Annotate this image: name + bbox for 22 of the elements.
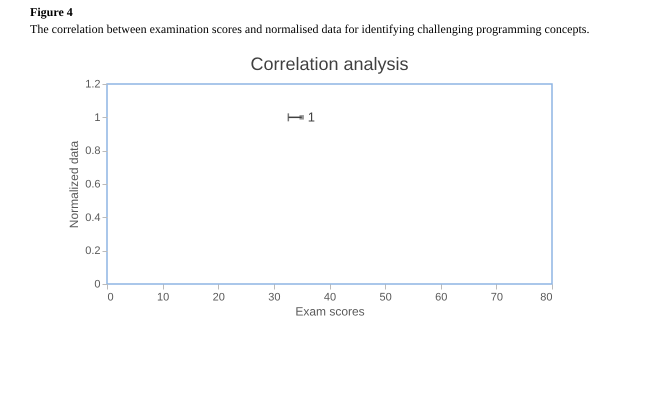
- x-tick-label: 80: [540, 292, 552, 304]
- x-tick-label: 0: [108, 292, 114, 304]
- y-tick-label: 0.6: [85, 178, 100, 190]
- y-axis-title: Normalized data: [67, 140, 82, 228]
- y-tick-label: 0.2: [85, 245, 100, 258]
- y-tick-label: 1.2: [85, 78, 100, 90]
- x-tick-label: 40: [324, 292, 336, 304]
- data-label: 1: [308, 109, 315, 124]
- caption: Figure 4: [30, 5, 73, 19]
- x-tick-label: 50: [380, 292, 392, 304]
- x-tick-label: 60: [435, 292, 448, 304]
- y-tick-label: 0.4: [85, 212, 100, 224]
- chart-title: Correlation analysis: [250, 54, 409, 74]
- x-tick-label: 10: [157, 292, 170, 304]
- text: The correlation between examination scores and normalised data for identifying challenging programming concepts.: [30, 22, 590, 36]
- x-tick-label: 30: [268, 292, 280, 304]
- x-tick-label: 20: [212, 292, 225, 304]
- x-tick-label: 70: [490, 292, 503, 304]
- y-tick-label: 0: [94, 278, 100, 290]
- y-tick-label: 1: [94, 112, 100, 124]
- x-axis-title: Exam scores: [295, 304, 365, 318]
- y-tick-label: 0.8: [85, 145, 100, 158]
